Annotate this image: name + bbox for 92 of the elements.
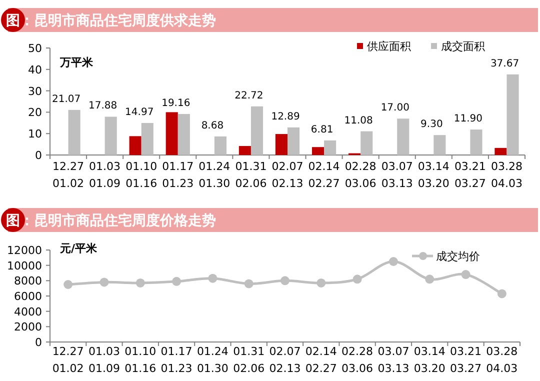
y-tick-label: 0 bbox=[35, 336, 42, 349]
x-tick-label: 02.07 02.13 bbox=[269, 345, 301, 375]
x-tick-label: 02.14 02.27 bbox=[308, 160, 340, 190]
point bbox=[244, 279, 254, 288]
bar bbox=[288, 127, 300, 155]
y-tick-label: 20 bbox=[28, 106, 42, 120]
data-label: 22.72 bbox=[234, 90, 264, 102]
x-tick-label: 03.21 03.27 bbox=[450, 345, 482, 375]
legend: 成交均价 bbox=[412, 250, 480, 263]
y-tick-label: 30 bbox=[28, 84, 42, 98]
y-axis-title: 元/平米 bbox=[59, 242, 98, 255]
legend-label: 供应面积 bbox=[367, 40, 411, 53]
legend-label: 成交均价 bbox=[436, 250, 480, 263]
data-label: 11.90 bbox=[454, 114, 483, 125]
y-tick-label: 50 bbox=[28, 42, 42, 55]
y-tick-label: 6000 bbox=[14, 290, 42, 303]
point bbox=[280, 276, 290, 286]
x-tick-label: 01.17 01.23 bbox=[162, 160, 194, 190]
data-label: 17.88 bbox=[88, 100, 118, 112]
data-label: 9.30 bbox=[420, 119, 443, 130]
x-tick-label: 01.10 01.16 bbox=[124, 345, 156, 375]
x-tick-label: 01.03 01.09 bbox=[89, 160, 121, 190]
x-tick-label: 03.07 03.13 bbox=[378, 345, 410, 375]
x-tick-label: 02.28 03.06 bbox=[344, 160, 376, 190]
point bbox=[208, 274, 218, 283]
x-tick-label: 02.14 02.27 bbox=[305, 345, 337, 375]
chart-title: 图：昆明市商品住宅周度供求走势 bbox=[6, 12, 216, 29]
data-label: 37.67 bbox=[490, 58, 520, 70]
bar bbox=[470, 130, 482, 155]
point bbox=[388, 257, 398, 266]
bar bbox=[324, 140, 336, 155]
y-tick-label: 0 bbox=[35, 149, 42, 162]
x-tick-label: 01.17 01.23 bbox=[160, 345, 192, 375]
x-tick-label: 12.27 01.02 bbox=[52, 345, 84, 375]
bar bbox=[494, 148, 507, 155]
data-label: 12.89 bbox=[271, 111, 300, 122]
y-axis-title: 万平米 bbox=[59, 56, 94, 69]
legend-label: 成交面积 bbox=[441, 40, 485, 53]
point bbox=[172, 276, 182, 286]
x-tick-label: 01.24 01.30 bbox=[198, 160, 230, 190]
point bbox=[352, 274, 362, 284]
bar bbox=[238, 146, 251, 155]
x-tick-label: 03.07 03.13 bbox=[381, 160, 413, 190]
point bbox=[497, 289, 506, 298]
bar bbox=[275, 134, 288, 155]
chart-title: 图：昆明市商品住宅周度价格走势 bbox=[6, 212, 216, 229]
x-tick-label: 01.24 01.30 bbox=[196, 345, 228, 375]
point bbox=[461, 270, 470, 280]
x-tick-label: 03.28 04.03 bbox=[486, 345, 518, 375]
bar bbox=[166, 112, 178, 155]
x-tick-label: 03.21 03.27 bbox=[454, 160, 486, 190]
data-label: 11.08 bbox=[344, 115, 373, 126]
data-label: 8.68 bbox=[201, 120, 224, 132]
x-tick-label: 01.31 02.06 bbox=[233, 345, 265, 375]
data-label: 21.07 bbox=[52, 94, 81, 105]
y-tick-label: 8000 bbox=[14, 274, 42, 288]
bar bbox=[312, 147, 324, 155]
y-tick-label: 4000 bbox=[14, 305, 42, 318]
bar bbox=[360, 131, 373, 155]
x-tick-label: 03.14 03.20 bbox=[418, 160, 450, 190]
bar bbox=[129, 136, 142, 155]
y-tick-label: 2000 bbox=[14, 320, 42, 334]
bar bbox=[506, 74, 519, 155]
data-label: 6.81 bbox=[310, 124, 334, 136]
bar bbox=[104, 116, 117, 155]
point bbox=[425, 274, 434, 284]
point bbox=[316, 278, 326, 288]
bar bbox=[250, 106, 264, 155]
bar bbox=[141, 122, 154, 155]
x-tick-label: 02.28 03.06 bbox=[342, 345, 374, 375]
data-label: 19.16 bbox=[162, 98, 190, 109]
bar bbox=[214, 136, 226, 155]
point bbox=[136, 278, 145, 288]
point bbox=[100, 278, 109, 287]
x-tick-label: 03.14 03.20 bbox=[414, 345, 446, 375]
y-tick-label: 12000 bbox=[7, 244, 42, 257]
bar bbox=[68, 110, 80, 155]
y-tick-label: 10 bbox=[28, 128, 42, 141]
x-tick-label: 01.03 01.09 bbox=[88, 345, 120, 375]
x-tick-label: 01.31 02.06 bbox=[235, 160, 267, 190]
x-tick-label: 03.28 04.03 bbox=[490, 160, 522, 190]
x-tick-label: 12.27 01.02 bbox=[52, 160, 84, 190]
data-label: 17.00 bbox=[380, 102, 410, 114]
y-tick-label: 10000 bbox=[7, 259, 42, 272]
bar bbox=[178, 114, 190, 155]
y-tick-label: 40 bbox=[28, 63, 42, 76]
x-tick-label: 02.07 02.13 bbox=[272, 160, 304, 190]
x-tick-label: 01.10 01.16 bbox=[126, 160, 158, 190]
data-label: 14.97 bbox=[125, 106, 154, 118]
bar bbox=[397, 118, 410, 155]
bar bbox=[434, 135, 446, 155]
point bbox=[64, 280, 73, 289]
